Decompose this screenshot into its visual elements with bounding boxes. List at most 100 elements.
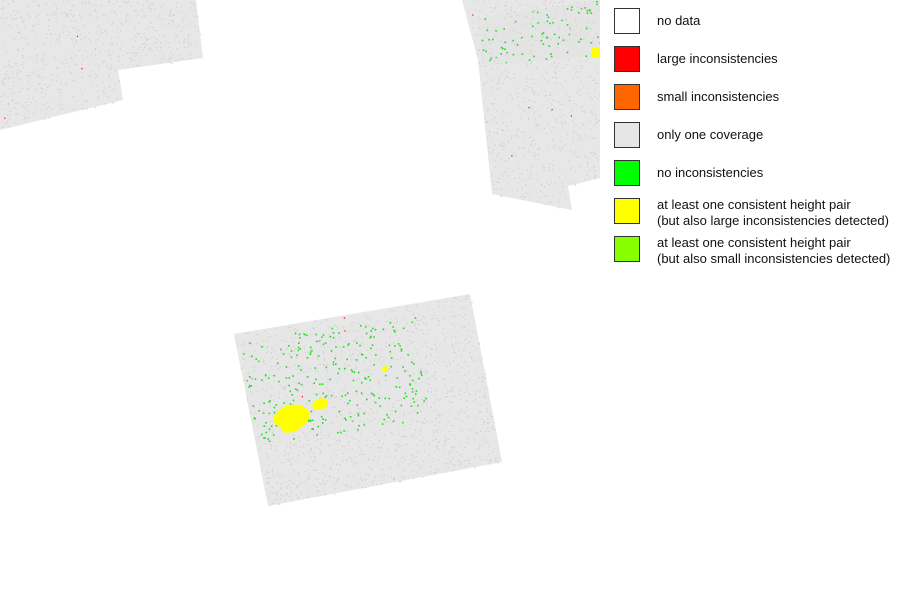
point-cloud-dot: [145, 28, 147, 31]
point-cloud-dot: [175, 36, 177, 38]
point-cloud-dot: [402, 421, 404, 424]
point-cloud-dot: [263, 402, 265, 404]
point-cloud-dot: [463, 460, 465, 462]
point-cloud-dot: [52, 108, 54, 110]
point-cloud-dot: [353, 463, 355, 466]
point-cloud-dot: [374, 328, 377, 331]
point-cloud-dot: [269, 477, 271, 480]
point-cloud-dot: [304, 471, 306, 473]
point-cloud-dot: [320, 415, 323, 418]
point-cloud-dot: [135, 55, 137, 57]
point-cloud-dot: [492, 89, 494, 91]
point-cloud-dot: [512, 39, 514, 42]
point-cloud-dot: [549, 2, 551, 5]
point-cloud-dot: [562, 39, 565, 41]
point-cloud-dot: [14, 14, 16, 16]
point-cloud-dot: [551, 169, 553, 171]
point-cloud-dot: [461, 327, 463, 329]
point-cloud-dot: [354, 366, 356, 368]
point-cloud-dot: [102, 82, 104, 84]
point-cloud-dot: [461, 366, 463, 368]
point-cloud-dot: [534, 9, 536, 11]
point-cloud-dot: [433, 371, 435, 373]
point-cloud-dot: [459, 455, 461, 457]
point-cloud-dot: [429, 329, 431, 331]
point-cloud-dot: [42, 77, 44, 79]
point-cloud-dot: [545, 4, 547, 6]
point-cloud-dot: [494, 188, 496, 190]
point-cloud-dot: [350, 458, 352, 460]
point-cloud-dot: [267, 476, 269, 479]
point-cloud-dot: [554, 71, 556, 73]
point-cloud-dot: [434, 424, 436, 426]
point-cloud-dot: [489, 461, 491, 463]
point-cloud-dot: [570, 29, 572, 31]
point-cloud-dot: [426, 341, 428, 343]
point-cloud-dot: [487, 110, 489, 112]
point-cloud-dot: [485, 402, 487, 405]
point-cloud-dot: [517, 165, 519, 167]
point-cloud-dot: [330, 398, 332, 400]
point-cloud-dot: [142, 49, 144, 51]
point-cloud-dot: [528, 59, 531, 61]
point-cloud-dot: [524, 135, 526, 137]
point-cloud-dot: [321, 378, 324, 380]
point-cloud-dot: [117, 56, 119, 59]
point-cloud-dot: [270, 504, 272, 506]
point-cloud-dot: [487, 411, 489, 413]
point-cloud-dot: [11, 93, 13, 95]
point-cloud-dot: [137, 2, 139, 4]
point-cloud-dot: [448, 410, 450, 412]
point-cloud-dot: [58, 37, 60, 39]
legend-swatch-large-inconsistencies: [614, 46, 640, 72]
point-cloud-dot: [108, 0, 110, 2]
point-cloud-dot: [15, 113, 17, 115]
point-cloud-dot: [566, 63, 568, 65]
point-cloud-dot: [297, 349, 300, 352]
point-cloud-dot: [59, 99, 61, 101]
point-cloud-dot: [541, 33, 543, 35]
point-cloud-dot: [393, 478, 395, 481]
point-cloud-dot: [99, 51, 101, 53]
point-cloud-dot: [586, 12, 589, 14]
point-cloud-dot: [590, 42, 592, 44]
point-cloud-dot: [388, 344, 391, 347]
point-cloud-dot: [523, 154, 525, 157]
point-cloud-dot: [510, 137, 512, 140]
point-cloud-dot: [6, 70, 8, 72]
point-cloud-dot: [535, 66, 537, 68]
point-cloud-dot: [450, 446, 452, 448]
point-cloud-dot: [518, 106, 520, 108]
point-cloud-dot: [509, 15, 512, 17]
point-cloud-dot: [435, 378, 437, 381]
point-cloud-dot: [434, 451, 436, 453]
point-cloud-dot: [494, 448, 496, 450]
point-cloud-dot: [578, 89, 580, 91]
point-cloud-dot: [421, 422, 423, 424]
point-cloud-dot: [478, 342, 480, 344]
point-cloud-dot: [349, 399, 351, 402]
point-cloud-dot: [289, 495, 291, 498]
point-cloud-dot: [276, 410, 278, 412]
point-cloud-dot: [389, 350, 392, 353]
point-cloud-dot: [348, 343, 350, 345]
point-cloud-dot: [103, 92, 105, 94]
point-cloud-dot: [566, 134, 569, 136]
point-cloud-dot: [419, 433, 421, 435]
point-cloud-dot: [545, 71, 547, 73]
point-cloud-dot: [7, 121, 9, 123]
point-cloud-dot: [366, 318, 368, 320]
point-cloud-dot: [23, 115, 25, 117]
point-cloud-dot: [128, 1, 130, 3]
point-cloud-dot: [189, 7, 191, 9]
point-cloud-dot: [573, 117, 575, 119]
point-cloud-dot: [136, 32, 139, 34]
point-cloud-dot: [452, 434, 454, 436]
point-cloud-dot: [136, 52, 138, 54]
point-cloud-dot: [268, 412, 271, 415]
point-cloud-dot: [286, 458, 288, 460]
point-cloud-dot: [430, 406, 432, 408]
point-cloud-dot: [385, 341, 387, 343]
point-cloud-dot: [97, 97, 99, 99]
point-cloud-dot: [271, 424, 273, 426]
